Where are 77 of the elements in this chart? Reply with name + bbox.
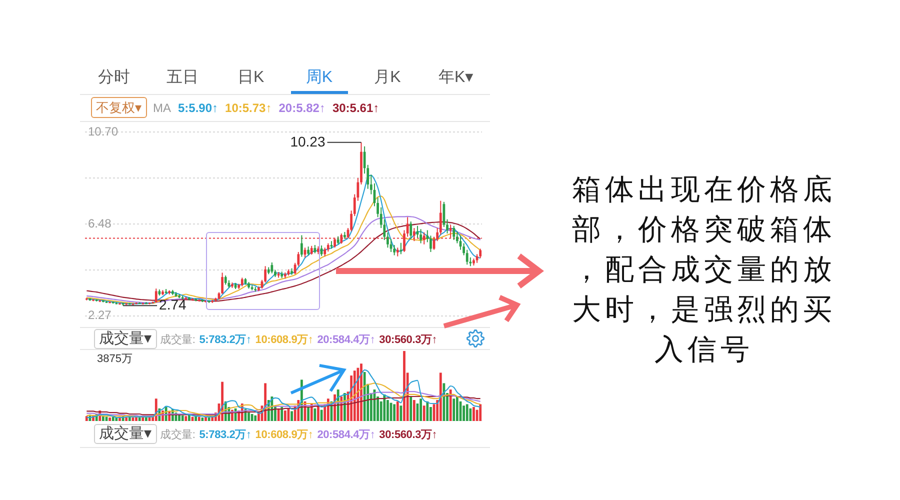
bar xyxy=(452,398,456,421)
y-tick-label: 6.48 xyxy=(88,216,112,230)
bar xyxy=(383,394,386,421)
bar xyxy=(314,408,316,421)
candlestick xyxy=(420,228,422,244)
bar xyxy=(280,407,284,421)
bar xyxy=(412,400,416,421)
text: 30:560.3万↑ xyxy=(379,332,438,346)
bar xyxy=(472,407,475,421)
bar xyxy=(248,412,250,421)
text: 10:5.73↑ xyxy=(225,100,272,114)
annotation: 10.23 xyxy=(290,133,326,150)
bar xyxy=(393,404,396,421)
bar xyxy=(360,364,362,421)
bar xyxy=(466,404,468,421)
bar xyxy=(184,416,188,421)
text: 10:608.9万↑ xyxy=(255,428,314,442)
bar xyxy=(181,415,184,421)
candlestick xyxy=(410,220,412,240)
bar xyxy=(396,401,399,421)
text: 周K xyxy=(304,68,334,88)
dropdown-button: 成交量▾ xyxy=(94,424,157,444)
bar xyxy=(208,418,210,421)
y-tick-label: 2.27 xyxy=(88,308,112,322)
bar xyxy=(284,410,286,421)
bar xyxy=(420,398,422,421)
text: 30:560.3万↑ xyxy=(379,428,438,442)
bar xyxy=(112,416,114,421)
bar xyxy=(204,416,207,421)
text: 箱体出现在价格底部，价格突破箱体，配合成交量的放大时，是强烈的买入信号 xyxy=(571,173,837,368)
text: 日K xyxy=(236,68,266,88)
text: 5:783.2万↑ xyxy=(199,428,252,442)
text: 10:608.9万↑ xyxy=(255,332,314,346)
text: 20:584.4万↑ xyxy=(317,332,376,346)
candlestick xyxy=(452,225,456,241)
bar xyxy=(479,404,482,421)
y-tick-label: 10.70 xyxy=(88,124,118,139)
bar xyxy=(145,418,148,421)
bar xyxy=(422,406,426,421)
bar xyxy=(108,418,112,421)
candlestick xyxy=(300,234,303,258)
bar xyxy=(254,415,257,421)
bar xyxy=(410,396,412,421)
bar xyxy=(403,351,406,421)
bar xyxy=(125,418,128,421)
bar xyxy=(250,414,254,421)
bar xyxy=(462,406,465,421)
bar xyxy=(198,416,200,421)
bar xyxy=(317,406,320,421)
bar xyxy=(307,407,310,421)
bar xyxy=(138,418,141,421)
text: 20:584.4万↑ xyxy=(317,428,376,442)
legend-title: MA xyxy=(153,100,171,114)
text: 年K▾ xyxy=(437,68,474,88)
bar xyxy=(456,396,458,421)
text: 20:5.82↑ xyxy=(278,100,326,114)
candlestick xyxy=(224,275,227,286)
bar xyxy=(290,411,293,421)
candlestick xyxy=(270,262,274,274)
text: 成交量: xyxy=(160,428,196,442)
bar xyxy=(469,408,472,421)
annotation: 3875万 xyxy=(97,353,132,366)
dropdown-button: 成交量▾ xyxy=(94,329,157,349)
bar xyxy=(439,372,442,421)
bar xyxy=(426,401,429,421)
candlestick xyxy=(154,288,158,304)
text: 30:5.61↑ xyxy=(332,100,380,114)
candlestick xyxy=(479,248,482,259)
text: 月K xyxy=(373,68,402,88)
legend-title: 成交量: xyxy=(160,332,196,346)
dropdown-button: 不复权▾ xyxy=(91,97,147,118)
annotation: 2.74 xyxy=(159,296,187,312)
text: 五日 xyxy=(165,68,200,88)
text: 分时 xyxy=(97,68,132,88)
text: 5:783.2万↑ xyxy=(199,332,252,346)
text: 5:5.90↑ xyxy=(178,100,218,114)
bar xyxy=(449,390,452,421)
